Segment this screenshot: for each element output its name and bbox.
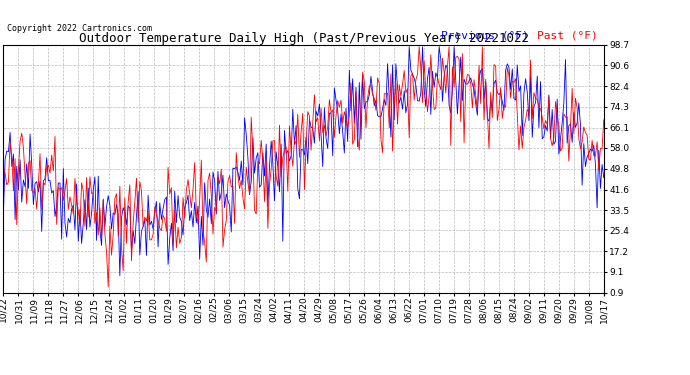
Text: Previous (°F): Previous (°F) xyxy=(441,30,529,40)
Text: Copyright 2022 Cartronics.com: Copyright 2022 Cartronics.com xyxy=(7,24,152,33)
Title: Outdoor Temperature Daily High (Past/Previous Year) 20221022: Outdoor Temperature Daily High (Past/Pre… xyxy=(79,32,529,45)
Text: Past (°F): Past (°F) xyxy=(537,30,598,40)
